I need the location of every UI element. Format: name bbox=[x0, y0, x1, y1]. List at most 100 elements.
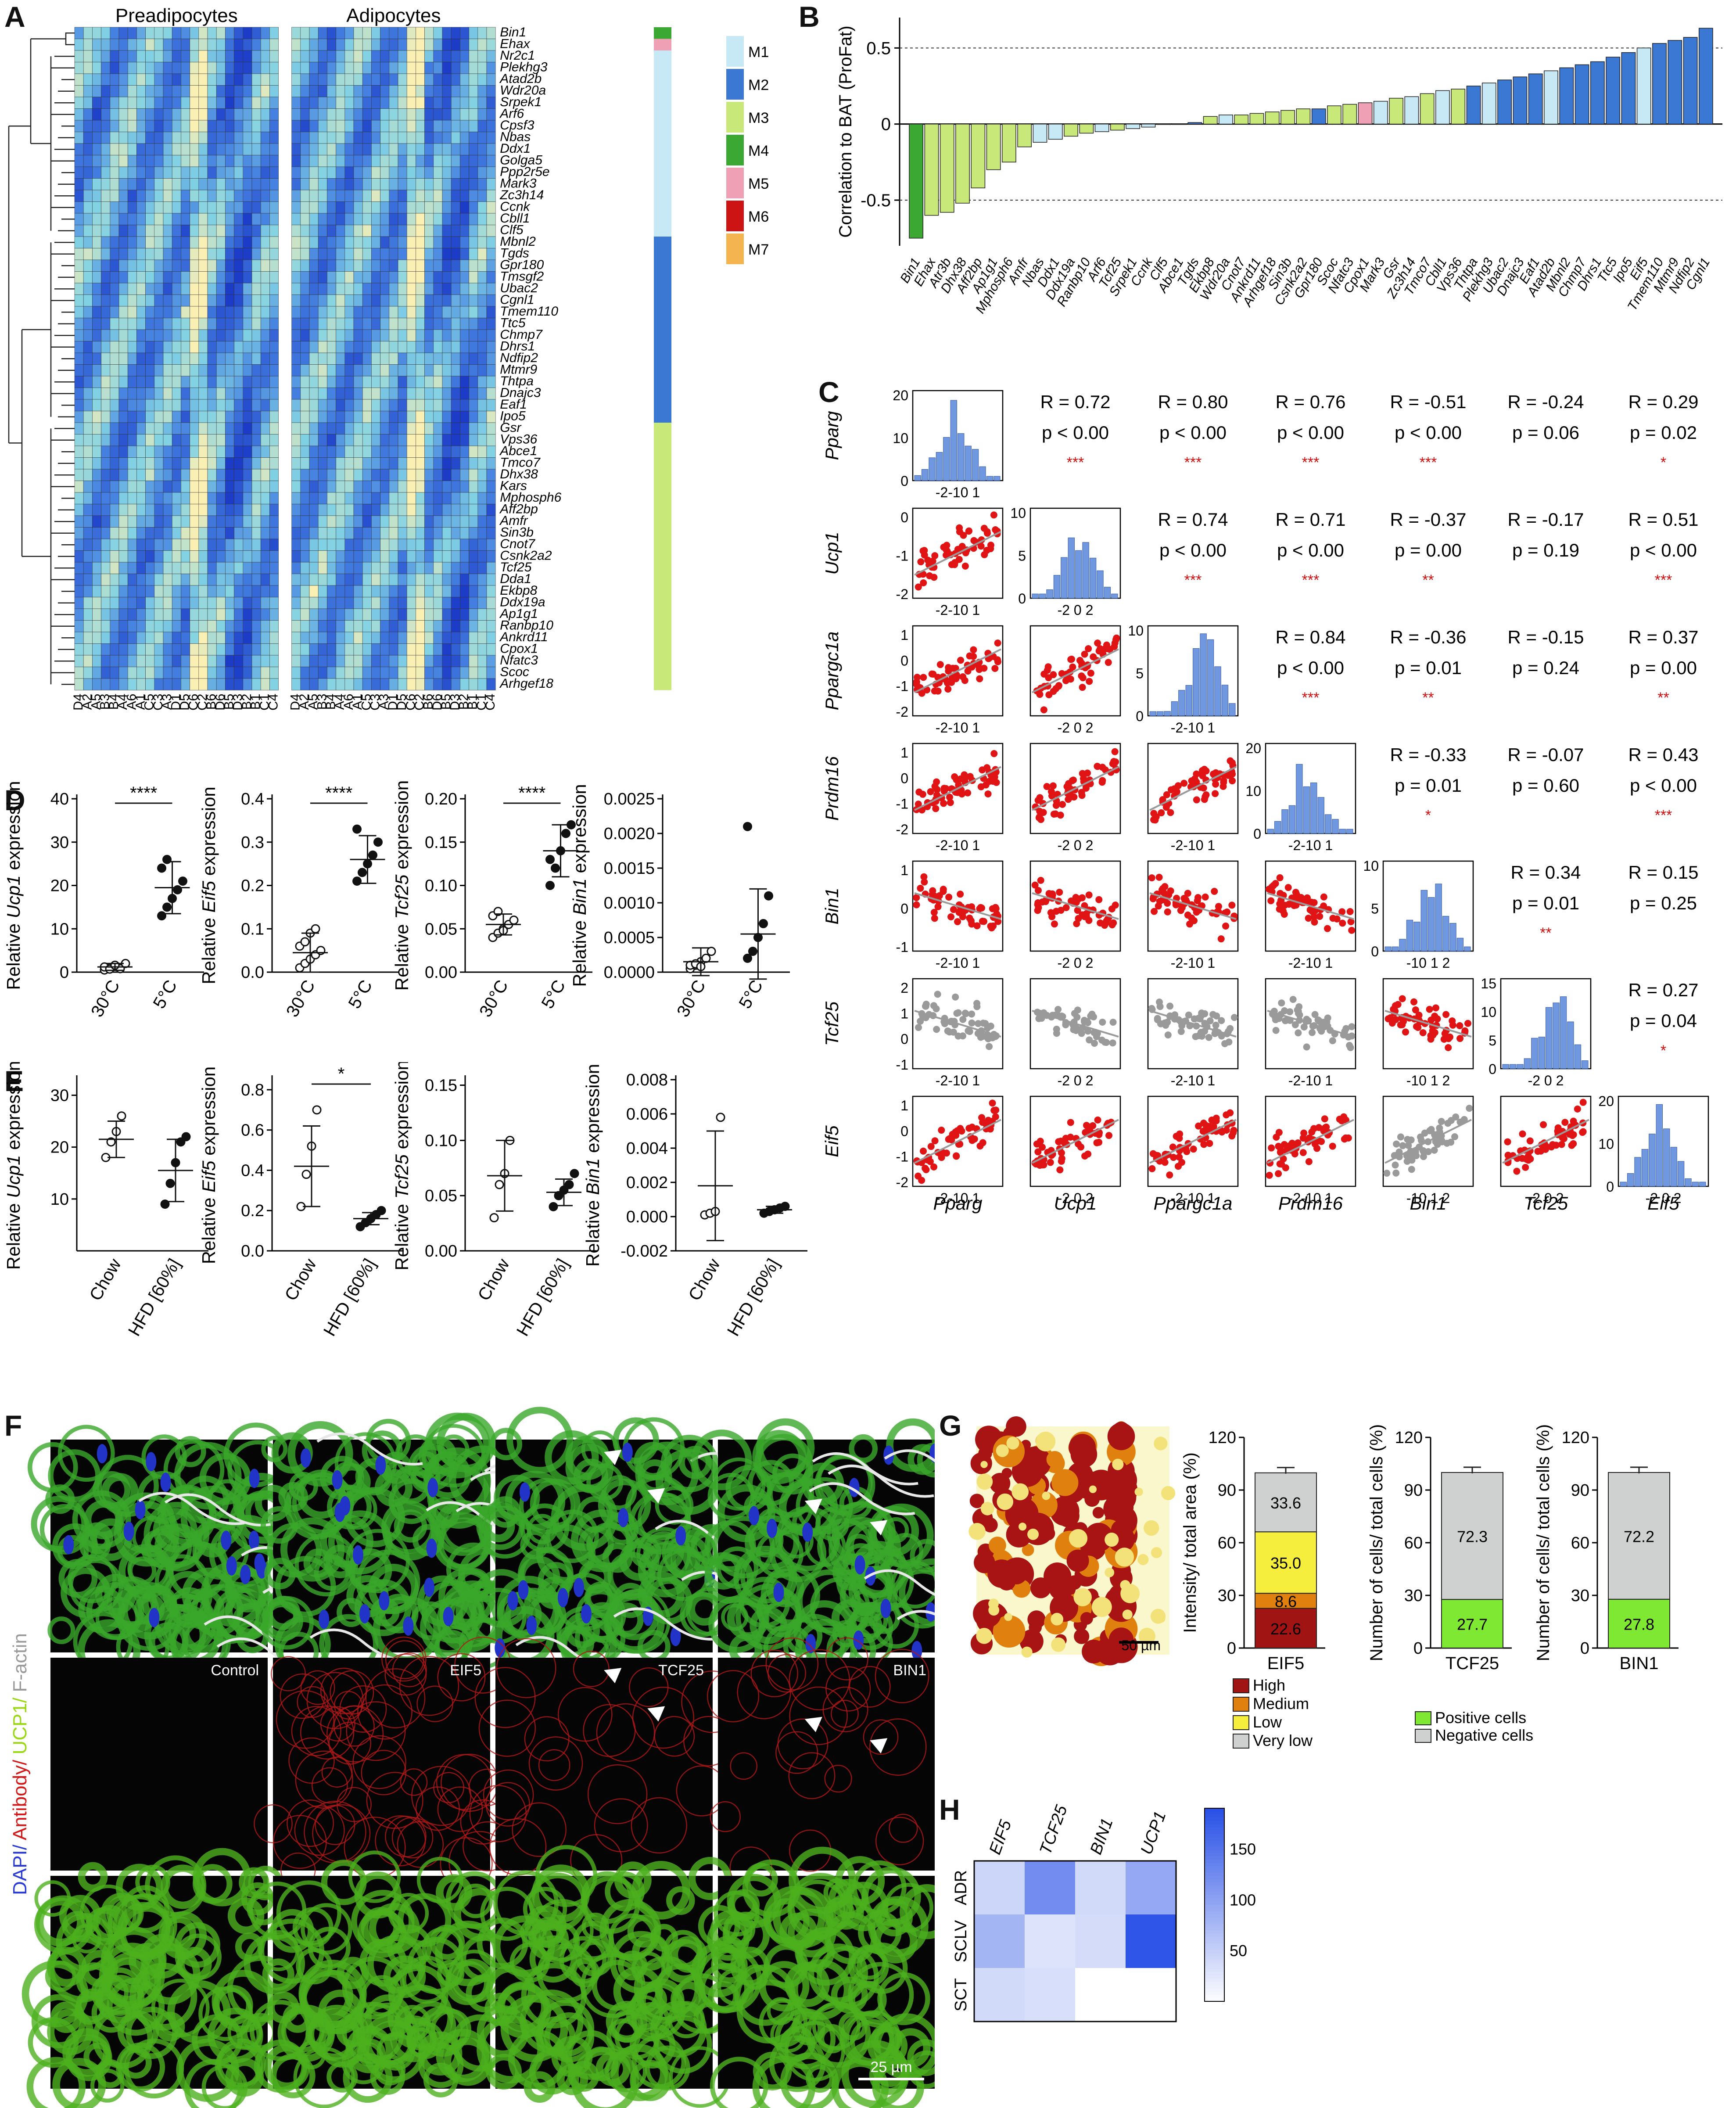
scatter-point bbox=[943, 551, 950, 559]
data-point bbox=[748, 947, 757, 956]
cell-outline bbox=[57, 1425, 115, 1482]
heatmap-cell bbox=[190, 352, 199, 365]
sample-label: C6 bbox=[187, 694, 201, 711]
y-axis-label: Relative Ucp1 expression bbox=[3, 1062, 24, 1270]
heatmap-cell bbox=[83, 527, 93, 539]
scatter-point bbox=[1230, 1014, 1238, 1021]
heatmap-cell bbox=[406, 132, 416, 144]
heatmap-cell bbox=[469, 50, 478, 62]
heatmap-cell bbox=[243, 550, 252, 563]
heatmap-cell bbox=[477, 457, 487, 470]
heatmap-cell bbox=[416, 411, 425, 423]
heatmap-cell bbox=[398, 306, 407, 318]
heatmap-cell bbox=[380, 457, 390, 470]
heatmap-cell bbox=[163, 352, 172, 365]
heatmap-cell bbox=[300, 132, 310, 144]
heatmap-cell bbox=[216, 166, 226, 179]
heatmap-cell bbox=[460, 120, 469, 132]
heatmap-cell bbox=[318, 515, 327, 528]
heatmap-cell bbox=[442, 364, 452, 377]
heatmap-cell bbox=[327, 27, 336, 39]
heatmap-cell bbox=[127, 632, 137, 644]
heatmap-cell bbox=[371, 492, 380, 504]
heatmap-cell bbox=[344, 248, 354, 260]
heatmap-cell bbox=[344, 492, 354, 504]
scatter-point bbox=[1519, 1130, 1526, 1138]
heatmap-cell bbox=[406, 434, 416, 446]
heatmap-cell bbox=[172, 155, 181, 167]
nucleus bbox=[375, 1455, 386, 1475]
heatmap-cell bbox=[416, 457, 425, 470]
scatter-point bbox=[980, 664, 988, 672]
heatmap-cell bbox=[127, 97, 137, 109]
heatmap-cell bbox=[101, 178, 111, 190]
heatmap-cell bbox=[406, 457, 416, 470]
scatter-point bbox=[970, 646, 977, 654]
heatmap-cell bbox=[291, 457, 301, 470]
heatmap-cell bbox=[110, 201, 119, 214]
heatmap-cell bbox=[353, 539, 363, 551]
heatmap-cell bbox=[198, 550, 208, 563]
heatmap-cell bbox=[389, 143, 398, 155]
heatmap-cell bbox=[269, 73, 279, 86]
heatmap-cell bbox=[118, 236, 128, 248]
histogram-bar bbox=[1178, 690, 1185, 716]
row-y-tick: -1 bbox=[896, 548, 908, 564]
cell-outline bbox=[280, 1517, 345, 1582]
x-tick-labels: -2-10 1 bbox=[1288, 1190, 1333, 1206]
heatmap-cell bbox=[406, 27, 416, 39]
heatmap-cell bbox=[380, 73, 390, 86]
heatmap-cell bbox=[380, 481, 390, 493]
gene-label: Cgnl1 bbox=[500, 293, 534, 307]
heatmap-cell bbox=[486, 271, 496, 284]
scatter-point bbox=[920, 579, 927, 586]
heatmap-cell bbox=[269, 585, 279, 597]
heatmap-cell bbox=[353, 550, 363, 563]
heatmap-cell bbox=[300, 527, 310, 539]
heatmap-cell bbox=[389, 259, 398, 272]
sample-label: A3 bbox=[377, 694, 391, 710]
heatmap-cell bbox=[486, 132, 496, 144]
heatmap-cell bbox=[251, 306, 261, 318]
heatmap-cell bbox=[451, 108, 460, 121]
heatmap-cell bbox=[234, 62, 244, 74]
heatmap-cell bbox=[389, 562, 398, 574]
heatmap-cell bbox=[83, 481, 93, 493]
sample-label: D4 bbox=[288, 694, 303, 711]
group-label: 30°C bbox=[476, 977, 512, 1020]
data-point bbox=[495, 1180, 504, 1189]
heatmap-cell bbox=[101, 271, 111, 284]
scatter-point bbox=[1081, 650, 1088, 658]
heatmap-cell bbox=[92, 492, 101, 504]
heatmap-cell bbox=[251, 445, 261, 458]
heatmap-cell bbox=[309, 376, 319, 388]
heatmap-cell bbox=[380, 574, 390, 586]
heatmap-cell bbox=[309, 259, 319, 272]
heatmap-cell bbox=[477, 97, 487, 109]
heatmap-cell bbox=[163, 341, 172, 353]
heatmap-cell bbox=[154, 620, 164, 632]
correlation-p: p = 0.01 bbox=[1395, 657, 1462, 678]
heatmap-cell bbox=[291, 562, 301, 574]
heatmap-cell bbox=[163, 201, 172, 214]
heatmap-cell bbox=[243, 166, 252, 179]
heatmap-cell bbox=[198, 201, 208, 214]
heatmap-cell bbox=[442, 411, 452, 423]
heatmap-cell bbox=[260, 27, 270, 39]
x-tick-labels: -2-10 1 bbox=[936, 955, 980, 971]
data-point bbox=[301, 1170, 311, 1179]
heatmap-cell bbox=[198, 259, 208, 272]
panel-letter-b: B bbox=[799, 0, 820, 33]
heatmap-cell bbox=[327, 655, 336, 667]
heatmap-cell bbox=[145, 585, 155, 597]
heatmap-cell bbox=[327, 120, 336, 132]
data-point bbox=[743, 822, 752, 831]
heatmap-cell bbox=[318, 376, 327, 388]
regression-line bbox=[1149, 1119, 1237, 1164]
heatmap-cell bbox=[216, 364, 226, 377]
scatter-point bbox=[944, 1027, 951, 1034]
arrowhead-marker bbox=[604, 1450, 622, 1465]
heatmap-cell bbox=[198, 527, 208, 539]
heatmap-cell bbox=[190, 597, 199, 609]
heatmap-cell bbox=[101, 620, 111, 632]
